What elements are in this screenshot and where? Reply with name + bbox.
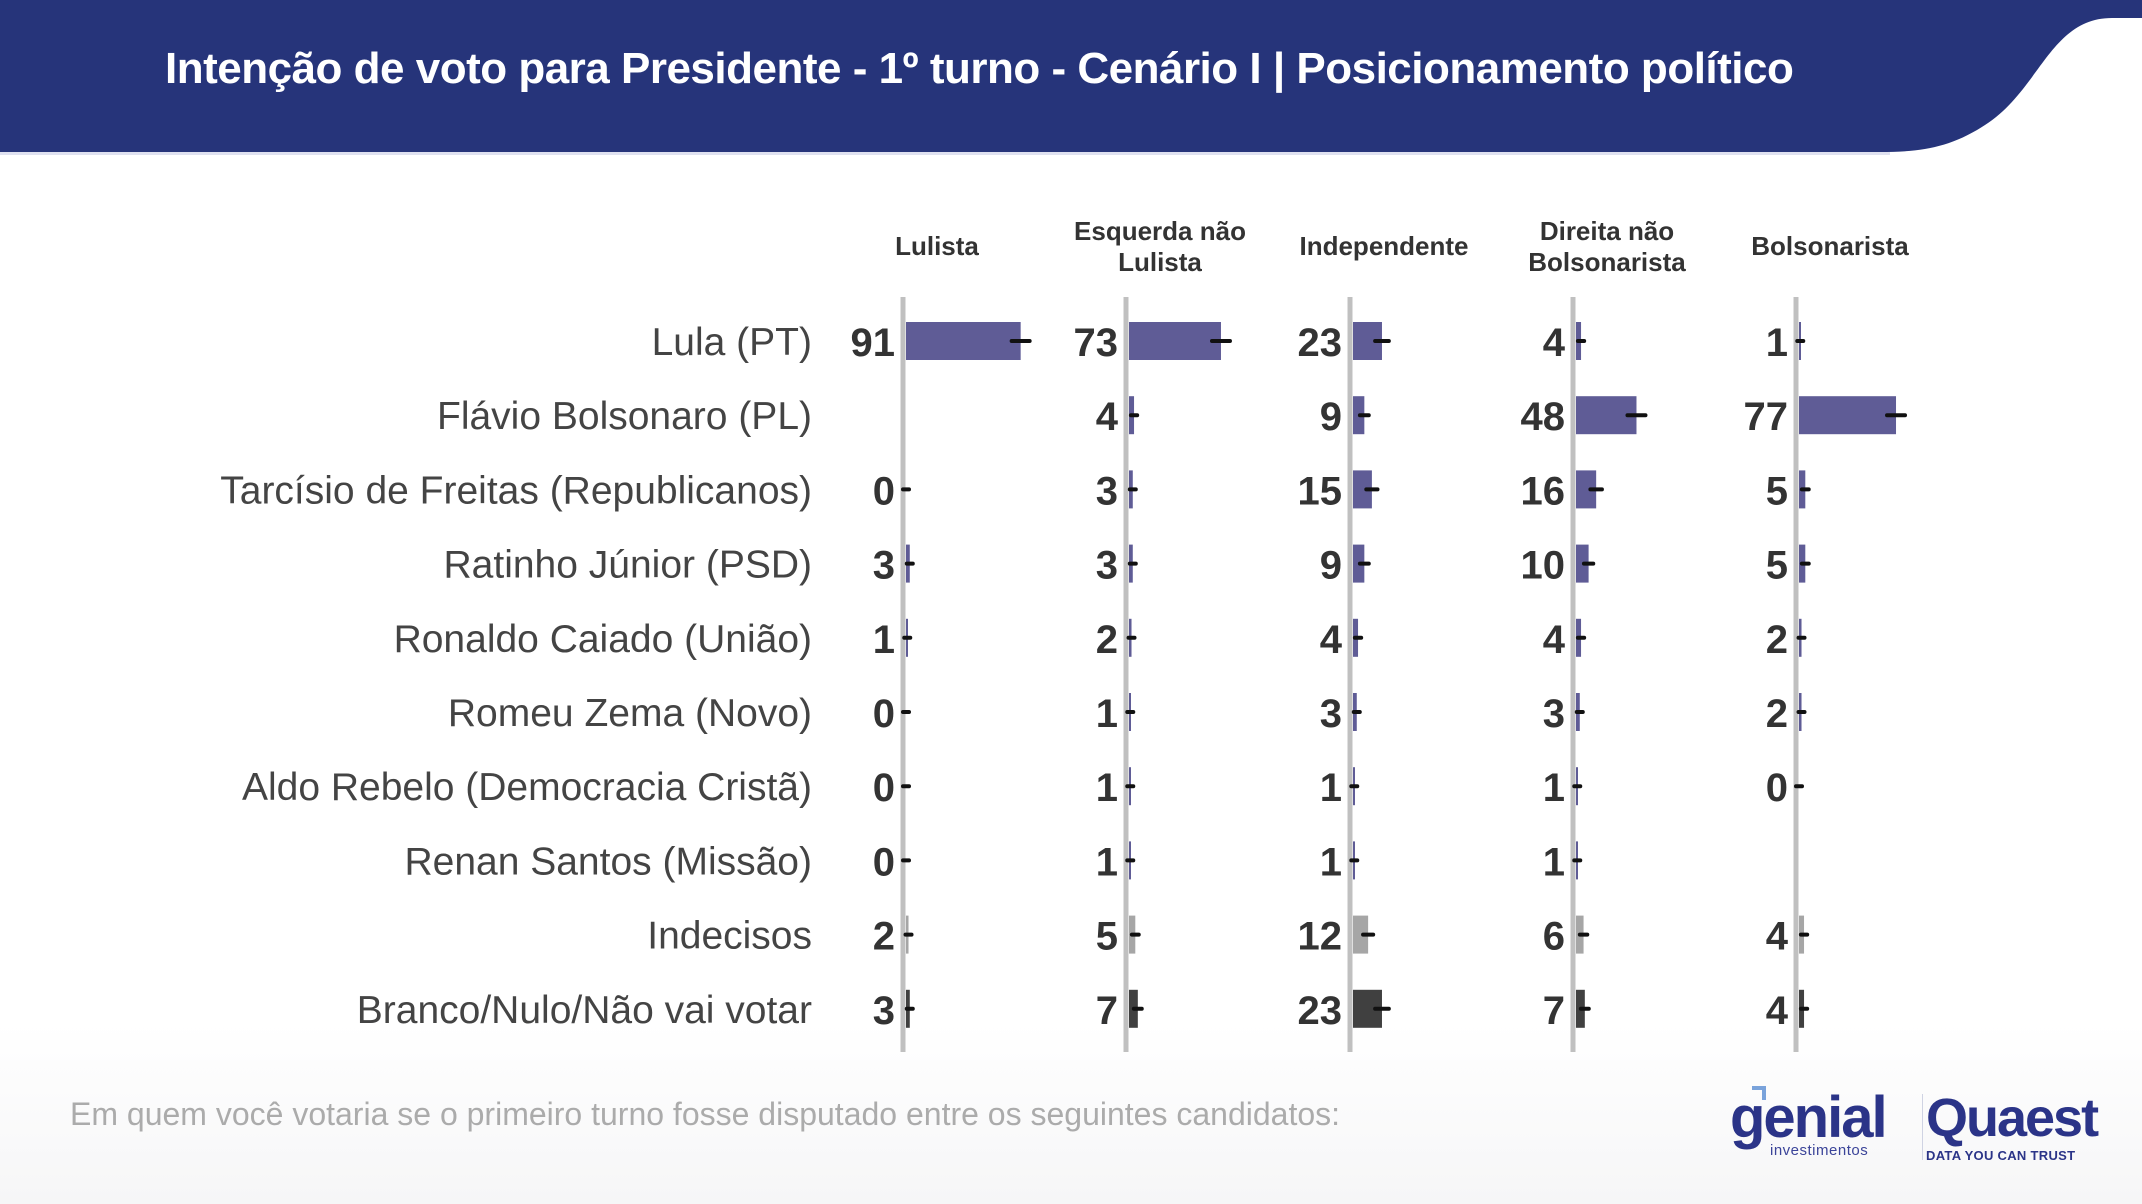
header-banner	[0, 0, 2142, 155]
value-label-tarcisio-de-freitas-republicanos-direita-nao-bolsonarista: 16	[1521, 469, 1566, 513]
value-label-indecisos-esquerda-nao-lulista: 5	[1096, 915, 1118, 959]
row-label-indecisos: Indecisos	[647, 915, 812, 958]
row-label-branco-nulo-nao-vai-votar: Branco/Nulo/Não vai votar	[357, 989, 812, 1032]
logo-divider	[1922, 1094, 1923, 1160]
genial-accent-icon	[1752, 1086, 1766, 1100]
row-label-aldo-rebelo-democracia-crista: Aldo Rebelo (Democracia Cristã)	[242, 766, 812, 809]
row-label-lula-pt: Lula (PT)	[652, 321, 812, 364]
value-label-tarcisio-de-freitas-republicanos-lulista: 0	[873, 469, 895, 513]
panel-header-bolsonarista: Bolsonarista	[1751, 231, 1909, 261]
value-label-renan-santos-missao-independente: 1	[1320, 840, 1342, 884]
value-label-renan-santos-missao-lulista: 0	[873, 840, 895, 884]
value-label-ratinho-junior-psd-lulista: 3	[873, 544, 895, 588]
value-label-aldo-rebelo-democracia-crista-lulista: 0	[873, 766, 895, 810]
value-label-romeu-zema-novo-bolsonarista: 2	[1766, 692, 1788, 736]
value-label-flavio-bolsonaro-pl-esquerda-nao-lulista: 4	[1096, 395, 1119, 439]
value-label-aldo-rebelo-democracia-crista-bolsonarista: 0	[1766, 766, 1788, 810]
value-label-ronaldo-caiado-uniao-esquerda-nao-lulista: 2	[1096, 618, 1118, 662]
survey-question: Em quem você votaria se o primeiro turno…	[70, 1096, 1341, 1132]
row-label-romeu-zema-novo: Romeu Zema (Novo)	[448, 692, 812, 735]
value-label-ratinho-junior-psd-direita-nao-bolsonarista: 10	[1521, 544, 1566, 588]
bar-lula-pt-esquerda-nao-lulista	[1129, 322, 1221, 360]
value-label-tarcisio-de-freitas-republicanos-esquerda-nao-lulista: 3	[1096, 469, 1118, 513]
value-label-ronaldo-caiado-uniao-lulista: 1	[873, 618, 895, 662]
value-label-indecisos-lulista: 2	[873, 915, 895, 959]
bar-tarcisio-de-freitas-republicanos-independente	[1353, 470, 1372, 509]
value-label-lula-pt-lulista: 91	[851, 321, 896, 365]
panel-header-lulista: Lulista	[895, 231, 979, 261]
row-label-ronaldo-caiado-uniao: Ronaldo Caiado (União)	[394, 618, 812, 661]
panel-header-direita-nao-bolsonarista: Direita não Bolsonarista	[1528, 216, 1686, 277]
genial-subtitle: investimentos	[1770, 1142, 1869, 1159]
bar-tarcisio-de-freitas-republicanos-direita-nao-bolsonarista	[1576, 470, 1597, 509]
header-background	[0, 0, 2142, 152]
value-label-renan-santos-missao-direita-nao-bolsonarista: 1	[1543, 840, 1565, 884]
row-label-flavio-bolsonaro-pl: Flávio Bolsonaro (PL)	[437, 395, 812, 438]
genial-wordmark: genial	[1730, 1085, 1888, 1150]
value-label-lula-pt-bolsonarista: 1	[1766, 321, 1788, 365]
value-label-renan-santos-missao-esquerda-nao-lulista: 1	[1096, 840, 1118, 884]
value-label-tarcisio-de-freitas-republicanos-independente: 15	[1298, 469, 1343, 513]
value-label-romeu-zema-novo-direita-nao-bolsonarista: 3	[1543, 692, 1565, 736]
value-label-ronaldo-caiado-uniao-direita-nao-bolsonarista: 4	[1543, 618, 1566, 662]
value-label-indecisos-direita-nao-bolsonarista: 6	[1543, 915, 1565, 959]
row-label-ratinho-junior-psd: Ratinho Júnior (PSD)	[444, 544, 812, 587]
row-label-tarcisio-de-freitas-republicanos: Tarcísio de Freitas (Republicanos)	[220, 469, 812, 512]
value-label-aldo-rebelo-democracia-crista-esquerda-nao-lulista: 1	[1096, 766, 1118, 810]
bar-lula-pt-lulista	[906, 322, 1021, 360]
value-label-romeu-zema-novo-independente: 3	[1320, 692, 1342, 736]
value-label-ratinho-junior-psd-independente: 9	[1320, 544, 1342, 588]
value-label-branco-nulo-nao-vai-votar-independente: 23	[1298, 989, 1343, 1033]
value-label-aldo-rebelo-democracia-crista-independente: 1	[1320, 766, 1342, 810]
value-label-aldo-rebelo-democracia-crista-direita-nao-bolsonarista: 1	[1543, 766, 1565, 810]
value-label-branco-nulo-nao-vai-votar-bolsonarista: 4	[1766, 989, 1789, 1033]
value-label-romeu-zema-novo-lulista: 0	[873, 692, 895, 736]
value-label-branco-nulo-nao-vai-votar-esquerda-nao-lulista: 7	[1096, 989, 1118, 1033]
value-label-lula-pt-independente: 23	[1298, 321, 1343, 365]
value-label-branco-nulo-nao-vai-votar-lulista: 3	[873, 989, 895, 1033]
value-label-ronaldo-caiado-uniao-independente: 4	[1320, 618, 1343, 662]
page-title: Intenção de voto para Presidente - 1º tu…	[165, 44, 1794, 93]
quaest-tagline: DATA YOU CAN TRUST	[1926, 1148, 2076, 1163]
row-label-renan-santos-missao: Renan Santos (Missão)	[404, 840, 812, 883]
quaest-logo: Quaest DATA YOU CAN TRUST	[1926, 1088, 2099, 1163]
genial-logo: genial investimentos	[1730, 1085, 1888, 1159]
value-label-flavio-bolsonaro-pl-bolsonarista: 77	[1744, 395, 1789, 439]
value-label-flavio-bolsonaro-pl-independente: 9	[1320, 395, 1342, 439]
value-label-ratinho-junior-psd-esquerda-nao-lulista: 3	[1096, 544, 1118, 588]
value-label-ratinho-junior-psd-bolsonarista: 5	[1766, 544, 1788, 588]
value-label-lula-pt-esquerda-nao-lulista: 73	[1074, 321, 1119, 365]
value-label-ronaldo-caiado-uniao-bolsonarista: 2	[1766, 618, 1788, 662]
panel-header-esquerda-nao-lulista: Esquerda não Lulista	[1074, 216, 1246, 277]
bar-indecisos-independente	[1353, 915, 1369, 954]
value-label-indecisos-independente: 12	[1298, 915, 1343, 959]
value-label-indecisos-bolsonarista: 4	[1766, 915, 1789, 959]
quaest-wordmark: Quaest	[1926, 1088, 2099, 1148]
value-label-romeu-zema-novo-esquerda-nao-lulista: 1	[1096, 692, 1118, 736]
value-label-flavio-bolsonaro-pl-direita-nao-bolsonarista: 48	[1521, 395, 1566, 439]
bar-flavio-bolsonaro-pl-bolsonarista	[1799, 396, 1897, 435]
value-label-tarcisio-de-freitas-republicanos-bolsonarista: 5	[1766, 469, 1788, 513]
value-label-branco-nulo-nao-vai-votar-direita-nao-bolsonarista: 7	[1543, 989, 1565, 1033]
panel-header-independente: Independente	[1299, 231, 1468, 261]
logos: genial investimentos Quaest DATA YOU CAN…	[1730, 1085, 2099, 1170]
value-label-lula-pt-direita-nao-bolsonarista: 4	[1543, 321, 1566, 365]
